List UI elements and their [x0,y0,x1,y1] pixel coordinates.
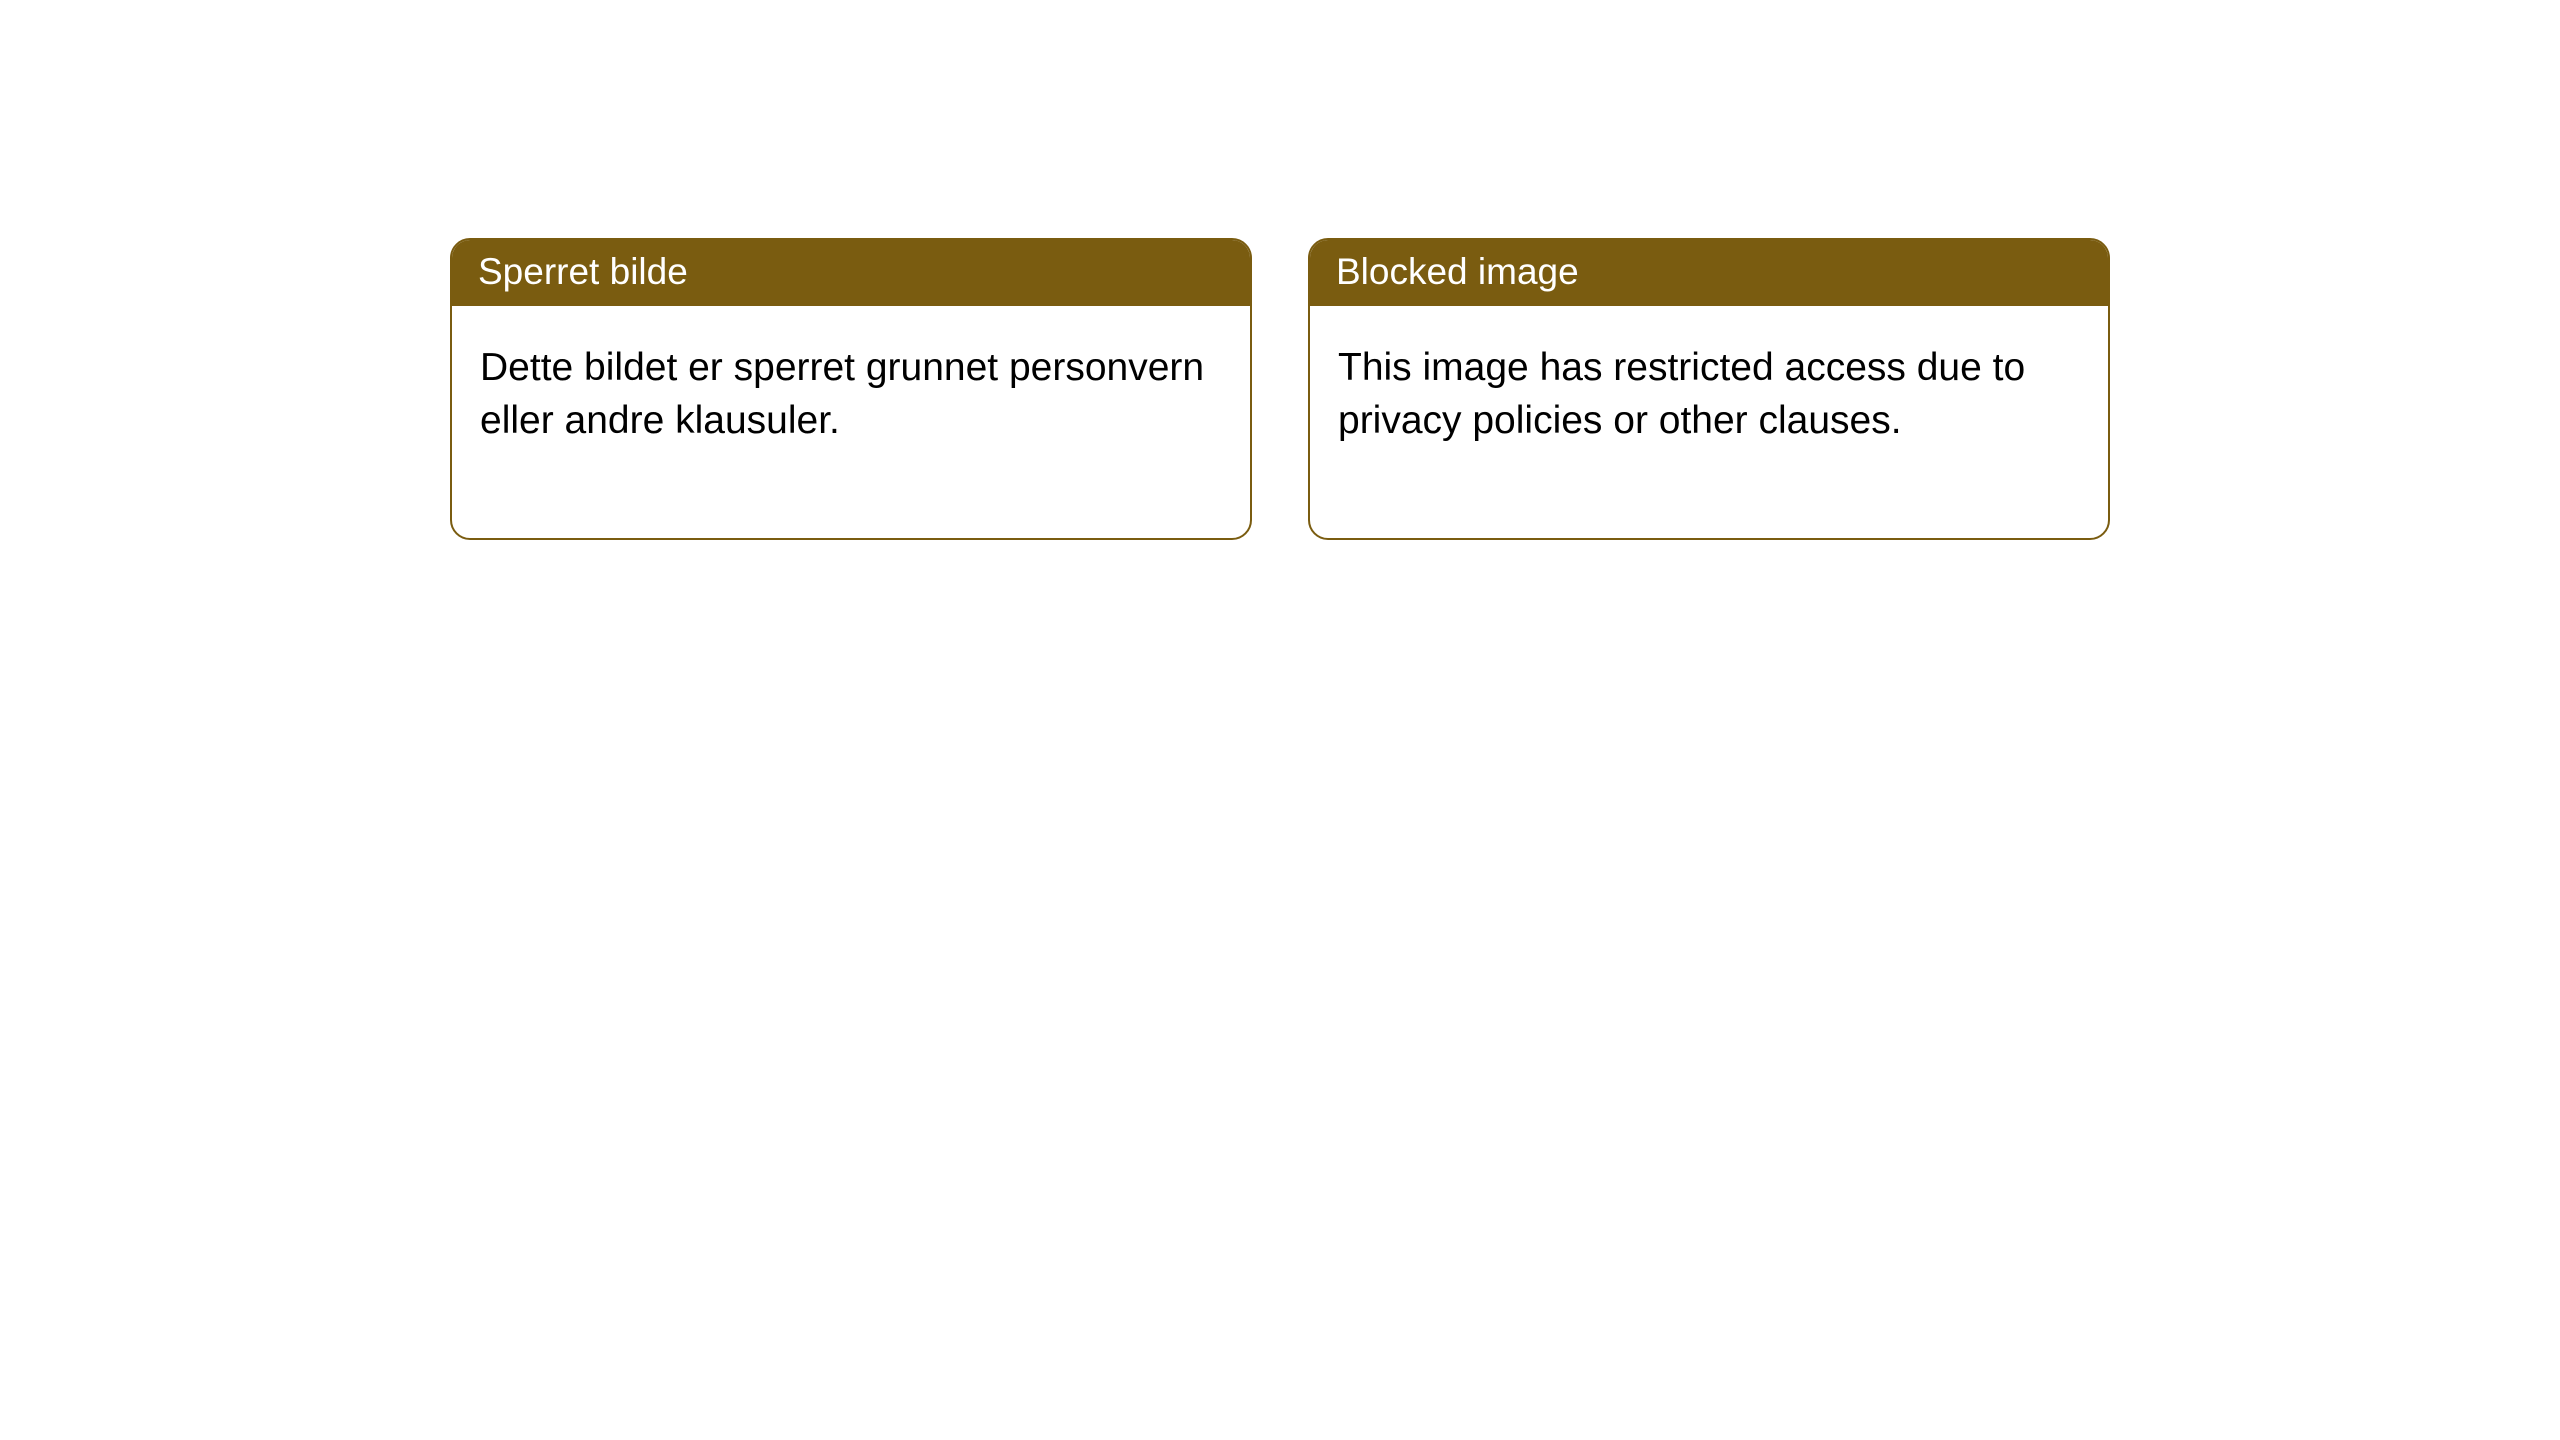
blocked-image-card-en: Blocked image This image has restricted … [1308,238,2110,540]
blocked-image-card-no: Sperret bilde Dette bildet er sperret gr… [450,238,1252,540]
card-title: Blocked image [1336,251,1579,292]
card-header: Sperret bilde [452,240,1250,306]
cards-container: Sperret bilde Dette bildet er sperret gr… [0,0,2560,540]
card-body-text: This image has restricted access due to … [1338,346,2025,442]
card-title: Sperret bilde [478,251,688,292]
card-header: Blocked image [1310,240,2108,306]
card-body: This image has restricted access due to … [1310,306,2108,537]
card-body: Dette bildet er sperret grunnet personve… [452,306,1250,537]
card-body-text: Dette bildet er sperret grunnet personve… [480,346,1204,442]
